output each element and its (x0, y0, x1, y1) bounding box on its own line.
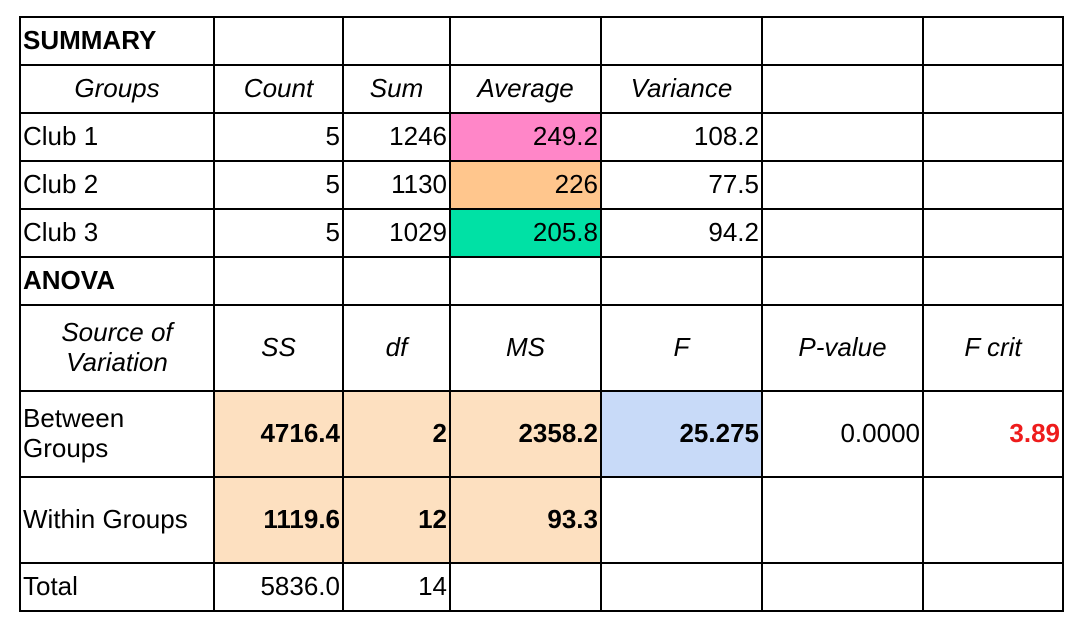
source-label-cell[interactable]: Total (19, 562, 215, 612)
source-label-cell[interactable]: Within Groups (19, 476, 215, 564)
anova-row-between-groups: Between Groups 4716.4 2 2358.2 25.275 0.… (19, 390, 1064, 478)
empty-cell[interactable] (600, 16, 763, 66)
group-name-cell[interactable]: Club 3 (19, 208, 215, 258)
header-source-of-variation[interactable]: Source of Variation (19, 304, 215, 392)
count-cell[interactable]: 5 (213, 160, 344, 210)
header-count[interactable]: Count (213, 64, 344, 114)
summary-title-row: SUMMARY (19, 16, 1064, 66)
header-ss[interactable]: SS (213, 304, 344, 392)
ms-cell[interactable]: 93.3 (449, 476, 602, 564)
empty-cell[interactable] (600, 562, 763, 612)
anova-title-row: ANOVA (19, 256, 1064, 306)
empty-cell[interactable] (922, 160, 1064, 210)
ss-cell[interactable]: 1119.6 (213, 476, 344, 564)
empty-cell[interactable] (761, 112, 924, 162)
empty-cell[interactable] (761, 476, 924, 564)
empty-cell[interactable] (922, 64, 1064, 114)
header-groups[interactable]: Groups (19, 64, 215, 114)
group-name-cell[interactable]: Club 2 (19, 160, 215, 210)
variance-cell[interactable]: 94.2 (600, 208, 763, 258)
empty-cell[interactable] (449, 16, 602, 66)
empty-cell[interactable] (761, 64, 924, 114)
empty-cell[interactable] (449, 562, 602, 612)
ms-cell[interactable]: 2358.2 (449, 390, 602, 478)
summary-title[interactable]: SUMMARY (19, 16, 215, 66)
empty-cell[interactable] (213, 16, 344, 66)
empty-cell[interactable] (600, 476, 763, 564)
f-crit-cell[interactable]: 3.89 (922, 390, 1064, 478)
empty-cell[interactable] (761, 208, 924, 258)
df-cell[interactable]: 2 (342, 390, 451, 478)
empty-cell[interactable] (342, 256, 451, 306)
header-ms[interactable]: MS (449, 304, 602, 392)
anova-row-total: Total 5836.0 14 (19, 562, 1064, 612)
empty-cell[interactable] (600, 256, 763, 306)
anova-row-within-groups: Within Groups 1119.6 12 93.3 (19, 476, 1064, 564)
empty-cell[interactable] (922, 562, 1064, 612)
empty-cell[interactable] (761, 160, 924, 210)
anova-title[interactable]: ANOVA (19, 256, 215, 306)
sum-cell[interactable]: 1246 (342, 112, 451, 162)
summary-row-club-1: Club 1 5 1246 249.2 108.2 (19, 112, 1064, 162)
sum-cell[interactable]: 1029 (342, 208, 451, 258)
empty-cell[interactable] (761, 256, 924, 306)
header-f[interactable]: F (600, 304, 763, 392)
variance-cell[interactable]: 108.2 (600, 112, 763, 162)
empty-cell[interactable] (922, 112, 1064, 162)
header-variance[interactable]: Variance (600, 64, 763, 114)
f-cell[interactable]: 25.275 (600, 390, 763, 478)
variance-cell[interactable]: 77.5 (600, 160, 763, 210)
anova-spreadsheet: SUMMARY Groups Count Sum Average Varianc… (19, 16, 1064, 612)
empty-cell[interactable] (761, 562, 924, 612)
source-label-cell[interactable]: Between Groups (19, 390, 215, 478)
group-name-cell[interactable]: Club 1 (19, 112, 215, 162)
empty-cell[interactable] (449, 256, 602, 306)
header-df[interactable]: df (342, 304, 451, 392)
empty-cell[interactable] (213, 256, 344, 306)
empty-cell[interactable] (922, 476, 1064, 564)
average-cell[interactable]: 249.2 (449, 112, 602, 162)
summary-header-row: Groups Count Sum Average Variance (19, 64, 1064, 114)
header-p-value[interactable]: P-value (761, 304, 924, 392)
empty-cell[interactable] (342, 16, 451, 66)
p-value-cell[interactable]: 0.0000 (761, 390, 924, 478)
ss-cell[interactable]: 4716.4 (213, 390, 344, 478)
average-cell[interactable]: 226 (449, 160, 602, 210)
summary-row-club-3: Club 3 5 1029 205.8 94.2 (19, 208, 1064, 258)
empty-cell[interactable] (922, 208, 1064, 258)
header-f-crit[interactable]: F crit (922, 304, 1064, 392)
empty-cell[interactable] (761, 16, 924, 66)
df-cell[interactable]: 12 (342, 476, 451, 564)
empty-cell[interactable] (922, 256, 1064, 306)
header-sum[interactable]: Sum (342, 64, 451, 114)
df-cell[interactable]: 14 (342, 562, 451, 612)
count-cell[interactable]: 5 (213, 112, 344, 162)
ss-cell[interactable]: 5836.0 (213, 562, 344, 612)
count-cell[interactable]: 5 (213, 208, 344, 258)
header-average[interactable]: Average (449, 64, 602, 114)
sum-cell[interactable]: 1130 (342, 160, 451, 210)
summary-row-club-2: Club 2 5 1130 226 77.5 (19, 160, 1064, 210)
average-cell[interactable]: 205.8 (449, 208, 602, 258)
empty-cell[interactable] (922, 16, 1064, 66)
anova-header-row: Source of Variation SS df MS F P-value F… (19, 304, 1064, 392)
